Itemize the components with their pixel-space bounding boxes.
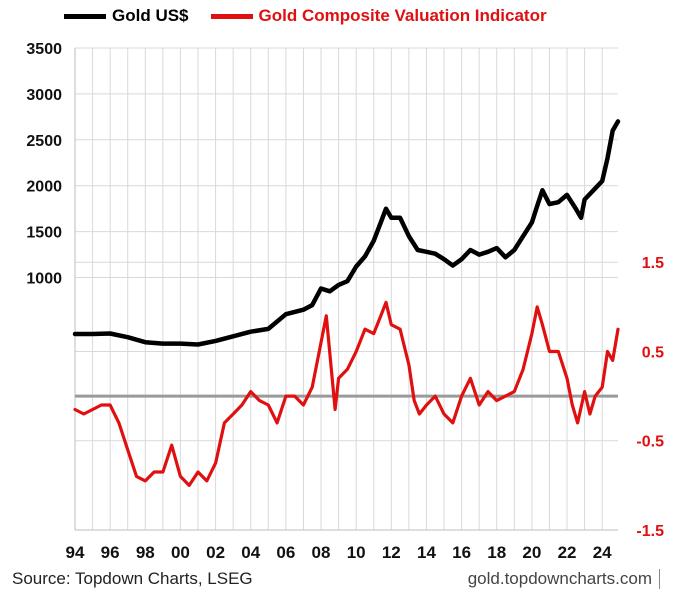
legend-item-valuation: Gold Composite Valuation Indicator bbox=[210, 6, 547, 26]
x-tick-label: 96 bbox=[101, 543, 120, 562]
y-tick-label-left: 2000 bbox=[26, 179, 62, 196]
series bbox=[72, 119, 621, 487]
x-tick-label: 20 bbox=[522, 543, 541, 562]
x-tick-label: 24 bbox=[593, 543, 612, 562]
y-tick-label-right: 0.5 bbox=[642, 344, 664, 361]
source-note: Source: Topdown Charts, LSEG bbox=[12, 569, 253, 588]
x-tick-label: 04 bbox=[241, 543, 260, 562]
x-tick-label: 00 bbox=[171, 543, 190, 562]
legend: Gold US$ Gold Composite Valuation Indica… bbox=[64, 6, 569, 26]
axes bbox=[74, 48, 618, 531]
x-tick-label: 10 bbox=[347, 543, 366, 562]
x-tick-label: 94 bbox=[66, 543, 85, 562]
legend-item-gold: Gold US$ bbox=[64, 6, 189, 26]
x-tick-label: 18 bbox=[487, 543, 506, 562]
watermark-divider bbox=[659, 569, 660, 589]
y-tick-label-left: 2500 bbox=[26, 133, 62, 150]
x-tick-label: 06 bbox=[276, 543, 295, 562]
watermark: gold.topdowncharts.com bbox=[467, 569, 652, 588]
x-tick-label: 22 bbox=[558, 543, 577, 562]
y-tick-label-right: -0.5 bbox=[636, 434, 664, 451]
x-tick-label: 12 bbox=[382, 543, 401, 562]
legend-label-valuation: Gold Composite Valuation Indicator bbox=[258, 6, 547, 25]
tick-labels: 1000150020002500300035001.50.5-0.5-1.594… bbox=[26, 41, 664, 562]
y-tick-label-left: 1500 bbox=[26, 225, 62, 242]
grid bbox=[74, 47, 618, 531]
y-tick-label-right: 1.5 bbox=[642, 255, 664, 272]
x-tick-label: 14 bbox=[417, 543, 436, 562]
legend-swatch-valuation bbox=[210, 13, 253, 19]
y-tick-label-left: 1000 bbox=[26, 271, 62, 288]
y-tick-label-left: 3000 bbox=[26, 87, 62, 104]
x-tick-label: 08 bbox=[312, 543, 331, 562]
series-line-gold bbox=[72, 119, 621, 347]
legend-swatch-gold bbox=[64, 13, 106, 19]
y-tick-label-left: 3500 bbox=[26, 41, 62, 58]
x-tick-label: 02 bbox=[206, 543, 225, 562]
x-tick-label: 16 bbox=[452, 543, 471, 562]
x-tick-label: 98 bbox=[136, 543, 155, 562]
y-tick-label-right: -1.5 bbox=[636, 523, 664, 540]
legend-label-gold: Gold US$ bbox=[112, 6, 189, 25]
series-line-valuation bbox=[73, 300, 620, 487]
